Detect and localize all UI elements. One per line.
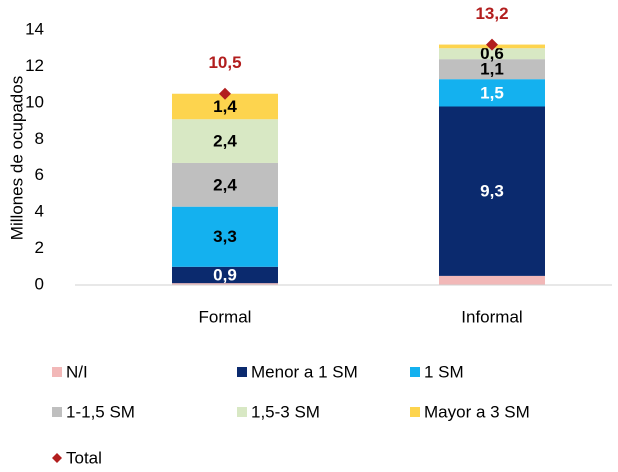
y-tick-label: 14: [25, 19, 44, 38]
bar-segment: [172, 266, 278, 284]
bar-segment: [172, 206, 278, 267]
bar-segment: [172, 119, 278, 163]
bar-segment: [439, 106, 545, 276]
x-tick-label: Formal: [199, 307, 252, 326]
legend-label: 1-1,5 SM: [66, 402, 135, 421]
data-label: 1,4: [213, 97, 237, 116]
data-label: 1,1: [480, 60, 504, 79]
bar-segment: [439, 48, 545, 60]
data-label: 2,4: [213, 175, 237, 194]
y-tick-label: 0: [35, 274, 44, 293]
y-tick-label: 2: [35, 238, 44, 257]
y-tick-label: 8: [35, 129, 44, 148]
bar-segment: [439, 59, 545, 80]
legend-swatch: [410, 407, 420, 417]
total-marker: [219, 87, 231, 100]
y-tick-label: 12: [25, 56, 44, 75]
bar-segment: [439, 79, 545, 107]
legend-swatch: [52, 407, 62, 417]
total-label: 10,5: [208, 53, 241, 72]
legend-swatch: [52, 367, 62, 377]
bar-segment: [172, 283, 278, 285]
y-axis-label: Millones de ocupados: [7, 76, 26, 240]
data-label: 0,9: [213, 265, 237, 284]
legend-label: 1 SM: [424, 362, 464, 381]
data-label: 0,6: [480, 44, 504, 63]
legend-label: Mayor a 3 SM: [424, 402, 530, 421]
total-label: 13,2: [475, 4, 508, 23]
y-tick-label: 6: [35, 165, 44, 184]
y-tick-label: 4: [35, 202, 44, 221]
legend-marker: [52, 453, 62, 463]
total-marker: [486, 38, 498, 51]
data-label: 1,5: [480, 83, 504, 102]
legend-label: Menor a 1 SM: [251, 362, 358, 381]
y-tick-label: 10: [25, 92, 44, 111]
bar-segment: [172, 162, 278, 207]
legend-label: N/I: [66, 362, 88, 381]
x-tick-label: Informal: [461, 307, 522, 326]
data-label: 9,3: [480, 182, 504, 201]
legend-swatch: [237, 407, 247, 417]
data-label: 3,3: [213, 227, 237, 246]
bar-segment: [439, 275, 545, 285]
legend-label: Total: [66, 448, 102, 467]
data-label: 2,4: [213, 132, 237, 151]
legend-swatch: [237, 367, 247, 377]
legend-swatch: [410, 367, 420, 377]
legend-label: 1,5-3 SM: [251, 402, 320, 421]
